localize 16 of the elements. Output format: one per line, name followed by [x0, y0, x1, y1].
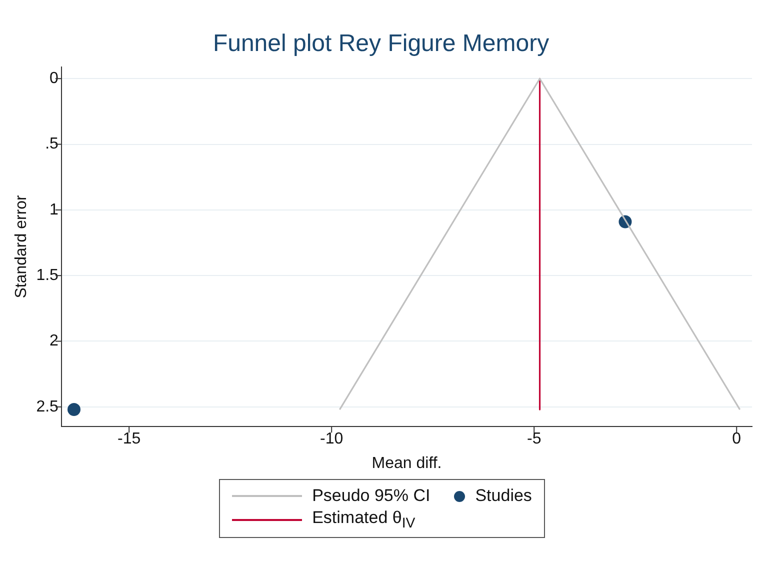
y-axis-title: Standard error: [13, 194, 30, 298]
x-tick-label: -10: [320, 430, 344, 448]
y-tick-label: 1.5: [36, 266, 59, 284]
y-tick-label: .5: [45, 136, 59, 153]
x-tick-label: 0: [732, 430, 742, 448]
y-tick-label: 1: [50, 201, 59, 218]
legend-label: Studies: [475, 486, 532, 506]
y-tick-label: 0: [50, 70, 59, 88]
x-axis-title: Mean diff.: [372, 454, 442, 472]
chart-title: Funnel plot Rey Figure Memory: [212, 30, 550, 58]
legend-label: Estimated θ$_{IV}$: [312, 508, 416, 532]
y-tick-label: 2.5: [36, 398, 59, 416]
y-tick-label: 2: [50, 332, 59, 350]
x-tick-label: -5: [526, 430, 542, 448]
legend-label: Pseudo 95% CI: [312, 486, 430, 506]
x-tick-label: -15: [118, 430, 141, 448]
